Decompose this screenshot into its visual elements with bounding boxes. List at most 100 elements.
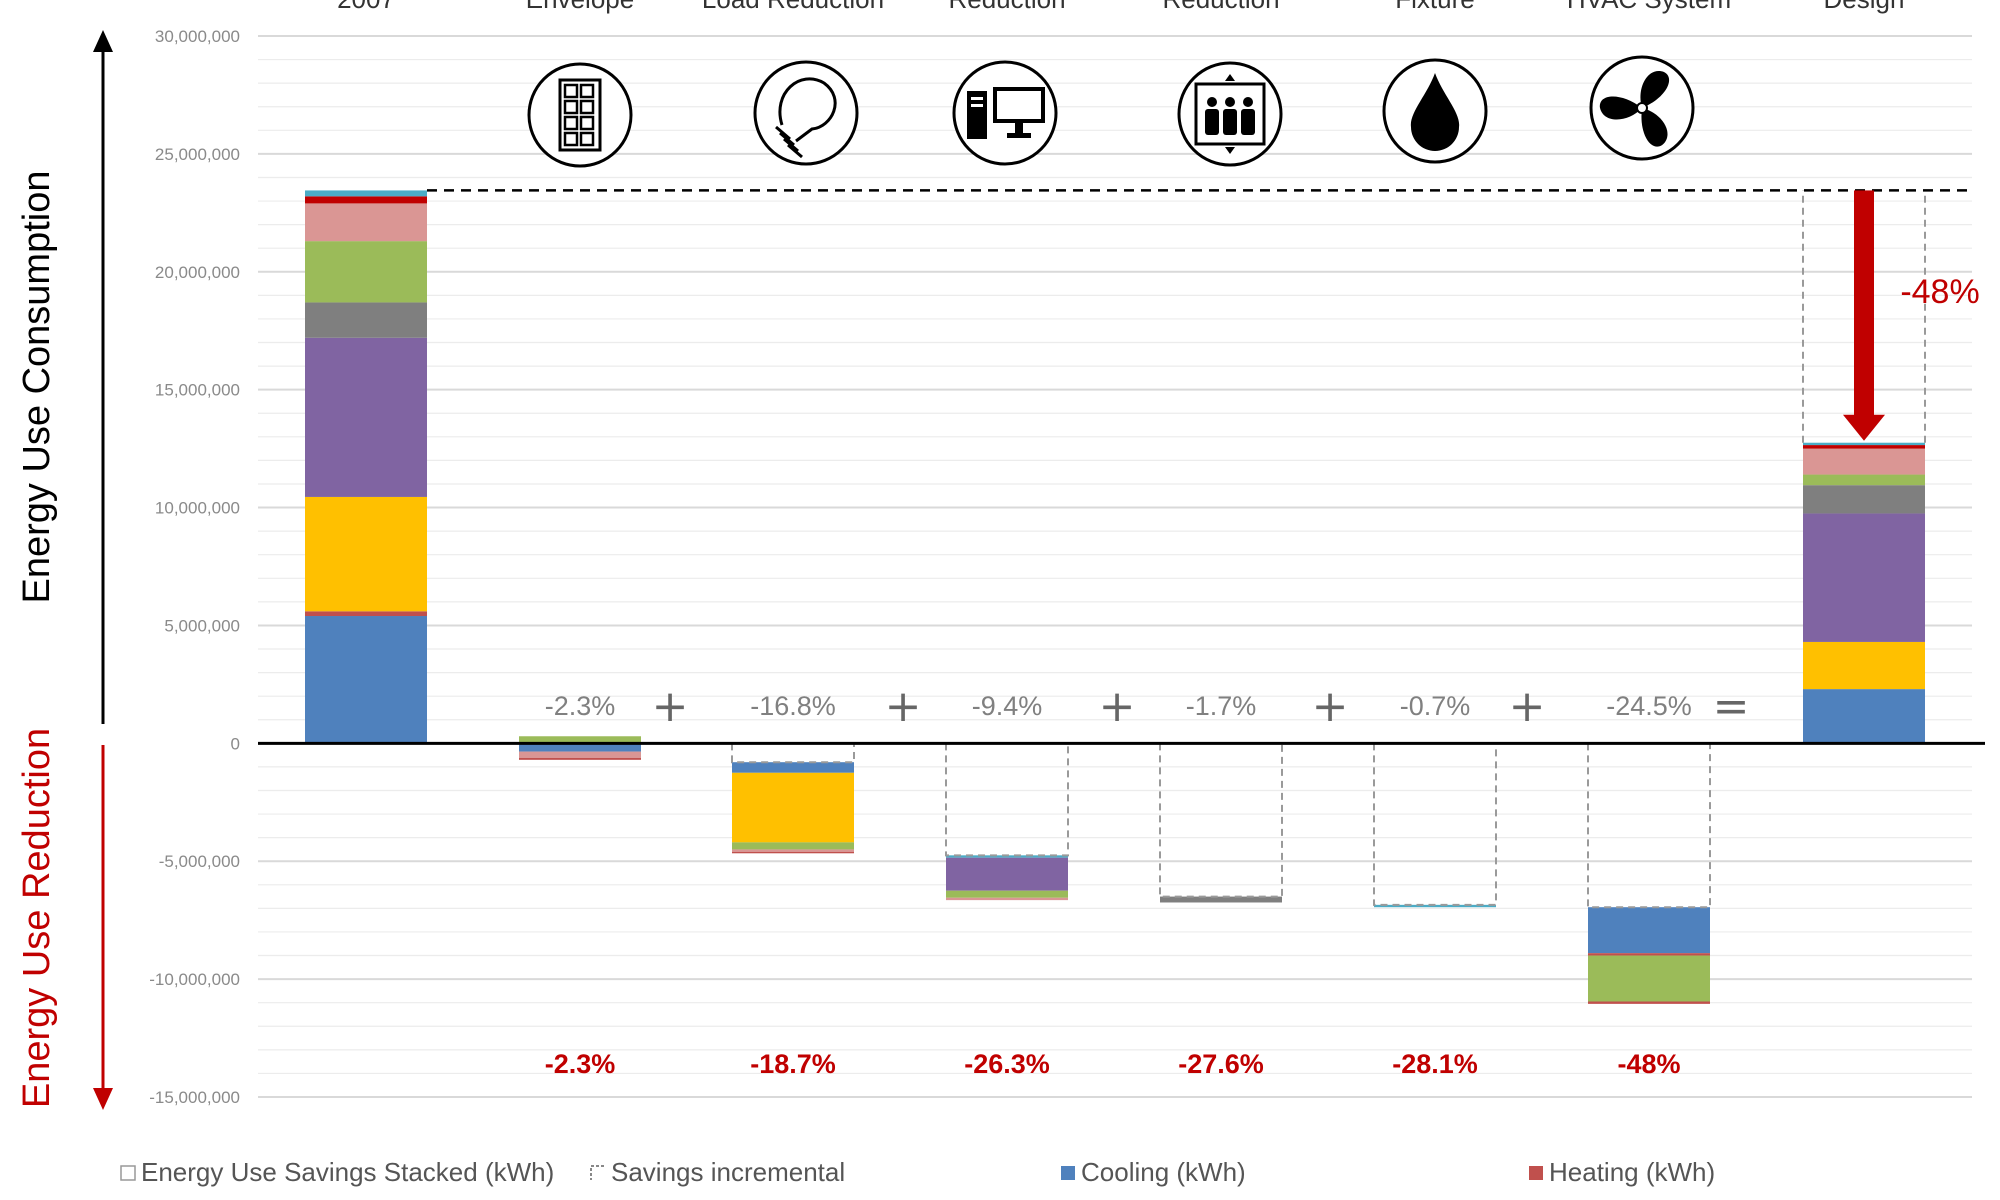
reduction-bar-1-segment-heating [519, 757, 641, 760]
design-bar-segment-pink [1803, 448, 1925, 475]
bars [305, 190, 1925, 1004]
reduction-bar-1-segment-cooling [519, 742, 641, 752]
reduction-bar-3-segment-green [946, 890, 1068, 898]
person-body [1205, 109, 1219, 135]
bulb-base-line [787, 143, 803, 159]
window-pane [579, 115, 595, 131]
drop-shape [1410, 73, 1460, 151]
down-arrow [1225, 147, 1235, 154]
total-reduction-label: -48% [1900, 273, 1979, 311]
incremental-percent-label: -16.8% [750, 691, 836, 721]
baseline-bar-segment-yellow [305, 496, 427, 612]
y-tick-label: 0 [231, 734, 240, 753]
operator-symbol: = [1713, 681, 1750, 732]
measure-icons [527, 55, 1695, 168]
fan-blade [1640, 70, 1670, 108]
fan-icon [1589, 55, 1695, 161]
water-drop-icon [1382, 58, 1488, 164]
design-bar-segment-darkred [1803, 445, 1925, 449]
reduction-bar-6-segment-heating [1588, 1001, 1710, 1004]
baseline-bar-segment-green [305, 241, 427, 303]
incremental-outline [945, 743, 1069, 857]
legend-label: Energy Use Savings Stacked (kWh) [141, 1157, 554, 1187]
incremental-percent-label: -9.4% [972, 691, 1043, 721]
window-pane [563, 115, 579, 131]
baseline-bar-segment-heating [305, 611, 427, 617]
window-pane [579, 83, 595, 99]
person-body [1241, 109, 1255, 135]
legend-marker [1529, 1166, 1543, 1180]
y-tick-label: 15,000,000 [155, 381, 240, 400]
cumulative-percent-label: -48% [1617, 1049, 1680, 1079]
operator-symbol: + [652, 681, 689, 732]
legend: Energy Use Savings Stacked (kWh) Savings … [120, 1157, 1715, 1187]
y-tick-labels: 30,000,000 25,000,000 20,000,000 15,000,000… [149, 27, 240, 1107]
category-labels: 2007 Envelope Load Reduction Reduction Reduc… [337, 0, 1904, 14]
reduction-arrow-head [1843, 414, 1885, 441]
incremental-outline [731, 743, 855, 764]
window-pane [579, 131, 595, 147]
incremental-percent-label: -2.3% [545, 691, 616, 721]
legend-label: Savings incremental [611, 1157, 845, 1187]
reduction-bar-2-segment-pink [732, 849, 854, 852]
baseline-bar-segment-darkred [305, 196, 427, 204]
y-tick-label: -15,000,000 [149, 1088, 240, 1107]
tower-slot [971, 104, 983, 107]
person-head [1225, 97, 1235, 107]
bulb-base-line [779, 131, 795, 147]
fan-hub [1636, 102, 1648, 114]
icon-ring [753, 60, 859, 166]
dashed-connectors [427, 189, 1972, 909]
reduction-bar-6-segment-cooling [1588, 907, 1710, 954]
window-pane [563, 99, 579, 115]
y-tick-label: -5,000,000 [159, 852, 240, 871]
category-label: HVAC System [1567, 0, 1731, 14]
monitor-stand [1015, 123, 1023, 133]
category-label: Load Reduction [702, 0, 884, 14]
bulb-base-line [775, 125, 791, 141]
legend-label: Heating (kWh) [1549, 1157, 1715, 1187]
reduction-bar-1-segment-pink [519, 751, 641, 758]
reduction-bar-4-segment-gray [1160, 896, 1282, 903]
up-arrow [1225, 74, 1235, 81]
fan-blade [1599, 96, 1642, 120]
icon-ring [527, 62, 633, 168]
window-pane [563, 83, 579, 99]
y-tick-label: 20,000,000 [155, 263, 240, 282]
axes: Energy Use Consumption Energy Use Reducti… [16, 30, 1985, 1110]
person-head [1243, 97, 1253, 107]
bulb-outline [778, 77, 837, 143]
baseline-bar-segment-pink [305, 203, 427, 242]
incremental-percent-label: -1.7% [1186, 691, 1257, 721]
legend-label: Cooling (kWh) [1081, 1157, 1246, 1187]
positive-axis-arrow-head [93, 30, 113, 52]
legend-marker [590, 1165, 604, 1180]
monitor-screen [997, 91, 1041, 119]
cumulative-percent-label: -28.1% [1392, 1049, 1478, 1079]
incremental-outline [1373, 743, 1497, 906]
y-axis-title-negative: Energy Use Reduction [16, 728, 58, 1108]
window-icon [527, 62, 633, 168]
elevator-frame [1194, 82, 1266, 146]
person-body [1223, 109, 1237, 135]
design-bar-segment-green [1803, 474, 1925, 486]
category-label: Design [1824, 0, 1905, 14]
baseline-bar-segment-lightblue [305, 190, 427, 197]
reduction-bar-1-segment-green [519, 736, 641, 743]
baseline-bar-segment-cooling [305, 616, 427, 744]
cumulative-percent-label: -26.3% [964, 1049, 1050, 1079]
computer-tower [967, 91, 987, 139]
percent-labels: -48% -2.3% -16.8% -9.4% -1.7% -0.7% -24.5% + + + +… [545, 273, 1980, 1079]
tower-slot [971, 97, 983, 100]
bulb-base-line [783, 137, 799, 153]
reduction-bar-2-segment-cooling [732, 762, 854, 773]
computer-icon [952, 60, 1058, 166]
window-pane [579, 99, 595, 115]
reduction-bar-3-segment-purple [946, 857, 1068, 891]
y-tick-label: 30,000,000 [155, 27, 240, 46]
category-label: Envelope [526, 0, 634, 14]
reduction-bar-6-segment-heating [1588, 953, 1710, 956]
y-tick-label: -10,000,000 [149, 970, 240, 989]
